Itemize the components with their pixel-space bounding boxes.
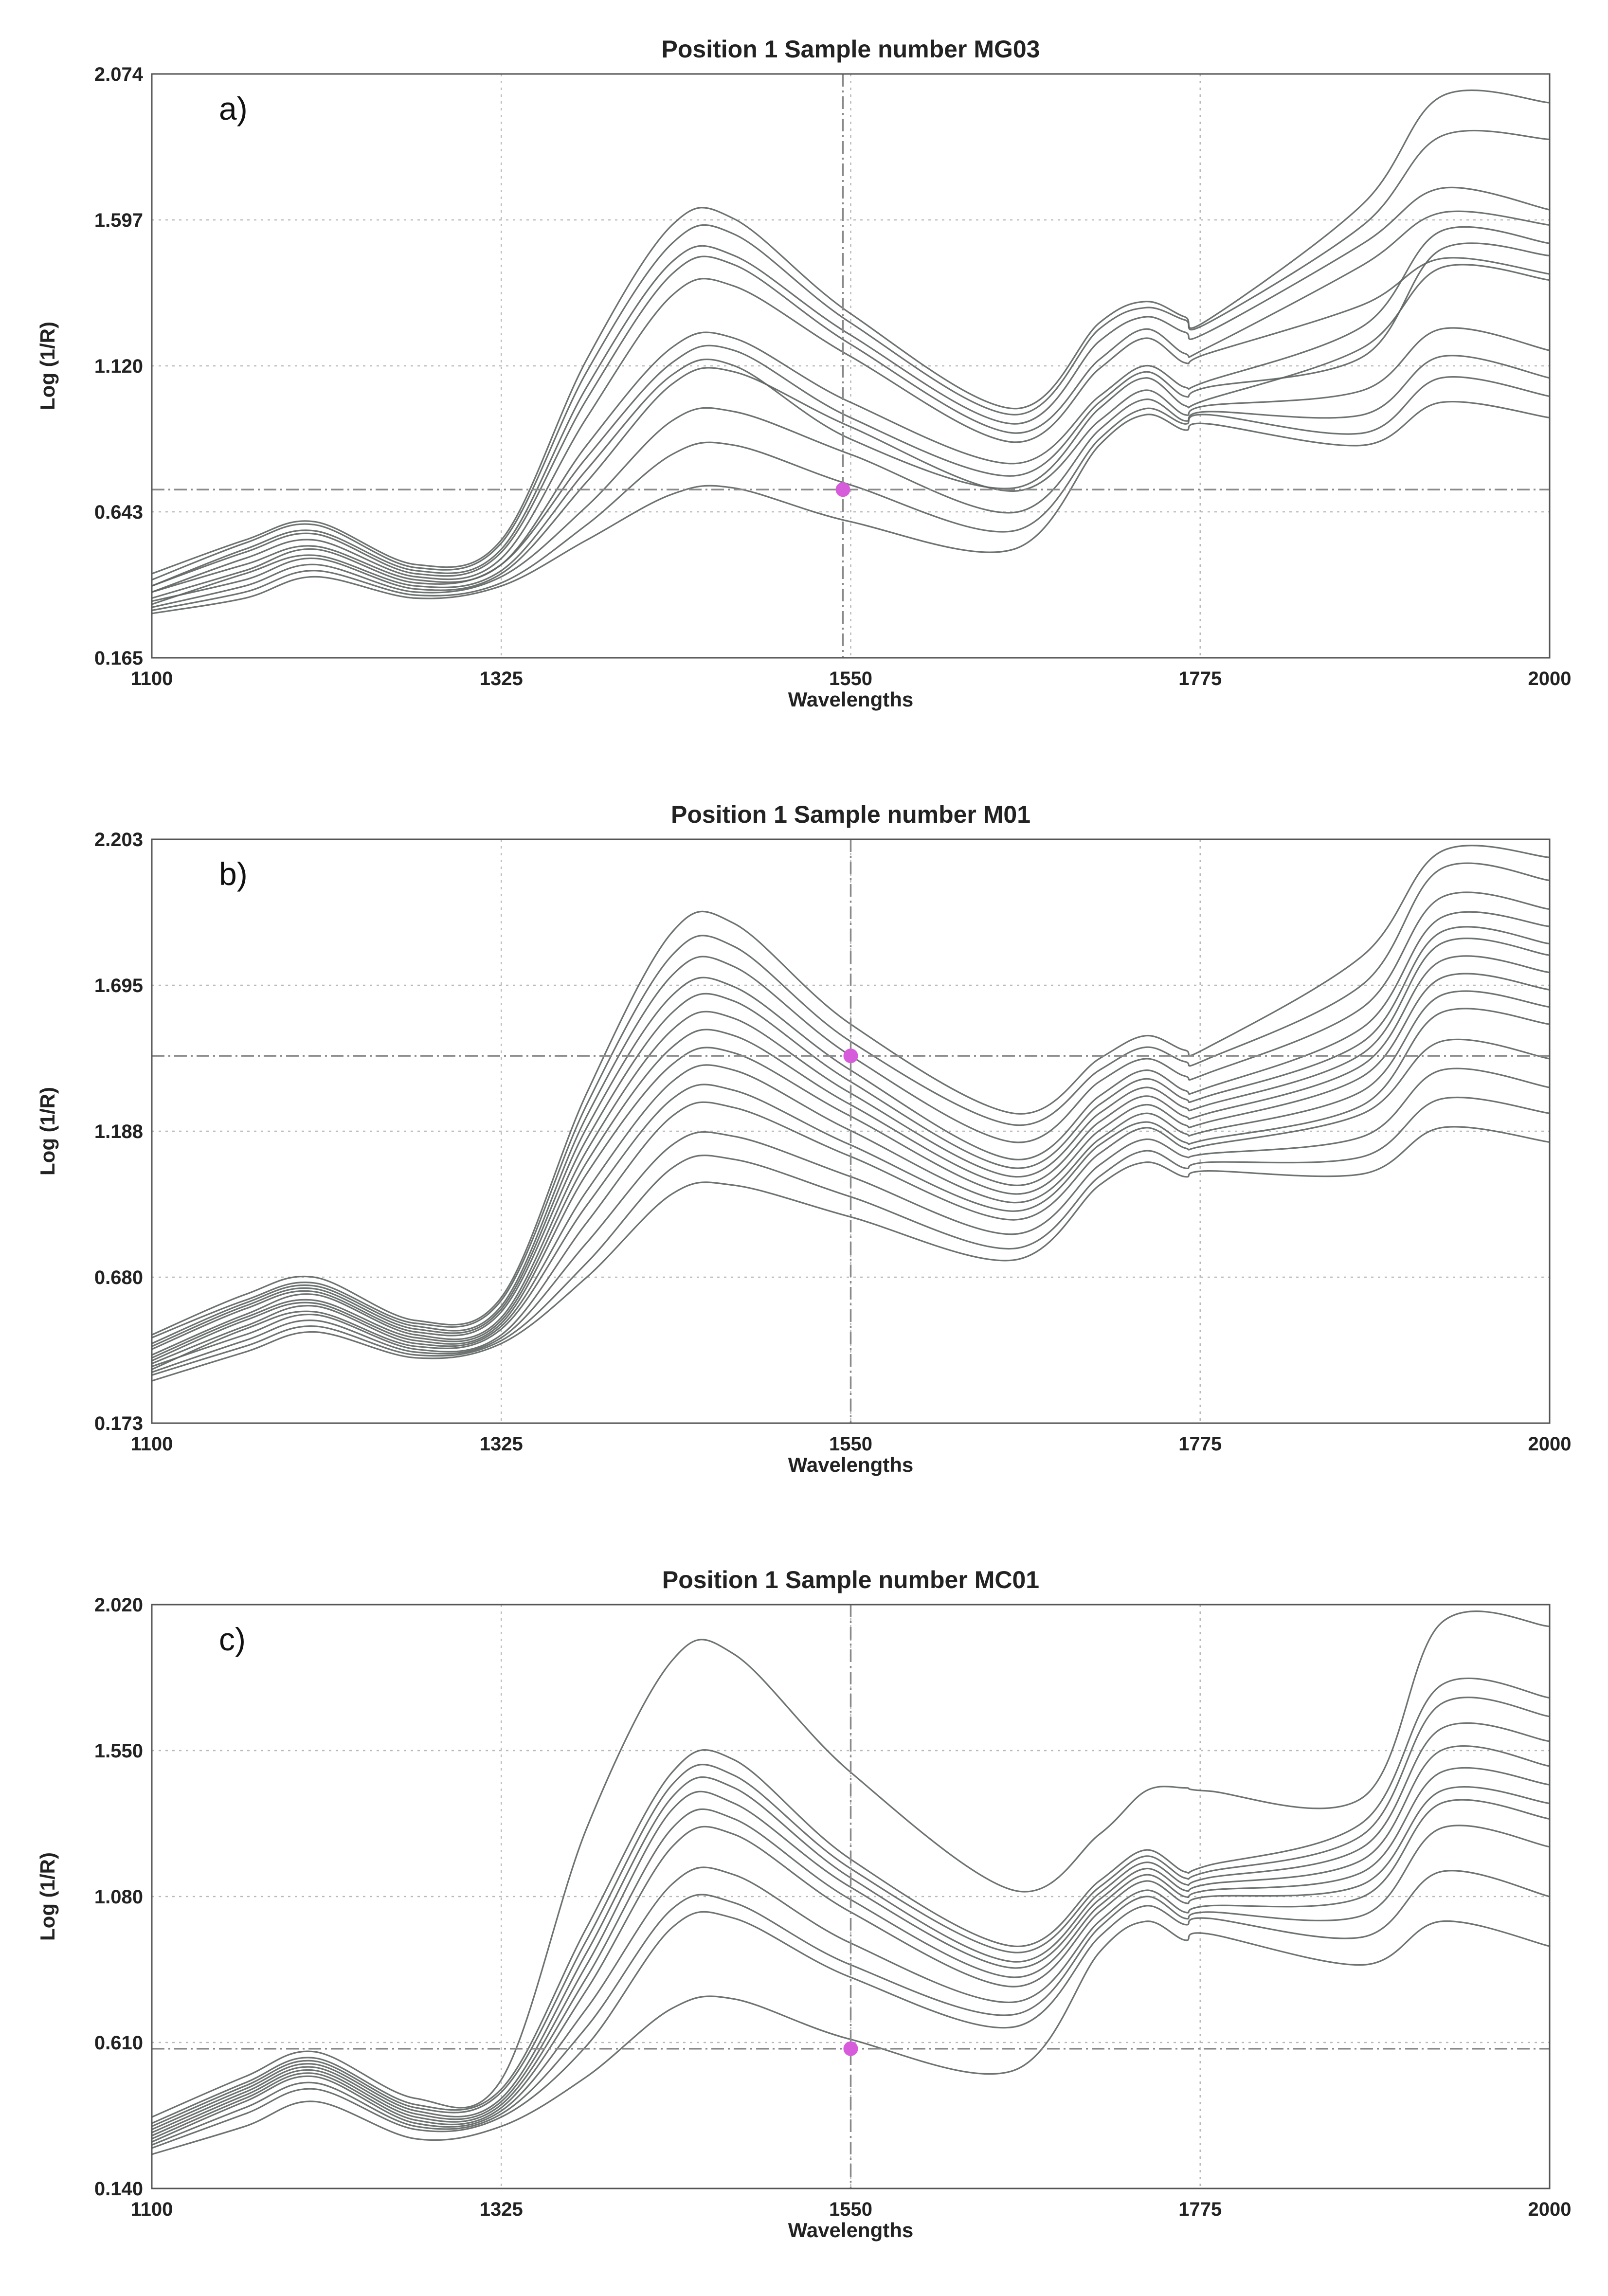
x-tick-label: 1550 bbox=[829, 668, 872, 689]
spectrum-line bbox=[151, 257, 1550, 593]
spectra-lines bbox=[151, 845, 1550, 1382]
spectrum-line bbox=[151, 891, 1550, 1344]
y-tick-label: 1.120 bbox=[94, 356, 143, 377]
spectrum-line bbox=[151, 955, 1550, 1359]
spectrum-line bbox=[151, 1767, 1550, 2136]
spectrum-line bbox=[151, 1920, 1550, 2155]
y-tick-label: 1.080 bbox=[94, 1886, 143, 1908]
panel-label: b) bbox=[219, 856, 248, 892]
y-tick-label: 1.597 bbox=[94, 210, 143, 231]
spectrum-line bbox=[151, 1038, 1550, 1368]
spectrum-line bbox=[151, 926, 1550, 1350]
spectrum-line bbox=[151, 89, 1550, 575]
y-tick-label: 2.203 bbox=[94, 829, 143, 850]
plot-frame bbox=[151, 1604, 1551, 2189]
spectrum-line bbox=[151, 186, 1550, 587]
spectrum-line bbox=[151, 129, 1550, 581]
y-tick-label: 1.695 bbox=[94, 975, 143, 996]
spectrum-line bbox=[151, 242, 1550, 599]
spectrum-line bbox=[151, 862, 1550, 1338]
x-tick-label: 1100 bbox=[131, 668, 173, 689]
y-tick-label: 0.643 bbox=[94, 502, 143, 523]
y-tick-label: 0.140 bbox=[94, 2178, 143, 2200]
spectrum-line bbox=[151, 990, 1550, 1365]
x-axis-label: Wavelengths bbox=[788, 688, 914, 711]
x-tick-label: 2000 bbox=[1528, 1433, 1572, 1455]
spectrum-line bbox=[151, 226, 1550, 593]
x-tick-label: 1775 bbox=[1178, 2199, 1222, 2220]
x-tick-label: 1325 bbox=[480, 2199, 523, 2220]
x-tick-label: 1100 bbox=[131, 1433, 173, 1455]
y-tick-label: 1.550 bbox=[94, 1740, 143, 1762]
spectrum-line bbox=[151, 264, 1550, 605]
plot-frame bbox=[151, 73, 1551, 659]
spectrum-line bbox=[151, 1097, 1550, 1376]
x-tick-label: 1550 bbox=[829, 1433, 872, 1455]
spectra-chart-a: Position 1 Sample number MG03 0.165 0.643 1… bbox=[36, 36, 1572, 711]
spectrum-line bbox=[151, 973, 1550, 1362]
spectrum-line bbox=[151, 1786, 1550, 2140]
chart-title: Position 1 Sample number M01 bbox=[671, 801, 1030, 828]
gridlines bbox=[152, 74, 1550, 658]
cursor-marker[interactable] bbox=[843, 2041, 858, 2056]
spectrum-line bbox=[151, 1745, 1550, 2133]
spectrum-line bbox=[151, 1677, 1550, 2124]
y-tick-label: 0.680 bbox=[94, 1267, 143, 1288]
x-tick-label: 1775 bbox=[1178, 668, 1222, 689]
spectrum-line bbox=[151, 400, 1550, 615]
y-tick-label: 2.074 bbox=[94, 64, 144, 85]
panel-label: a) bbox=[219, 90, 248, 127]
spectrum-line bbox=[151, 1126, 1550, 1382]
x-tick-label: 2000 bbox=[1528, 668, 1572, 689]
spectrum-line bbox=[151, 1870, 1550, 2149]
spectra-lines bbox=[151, 89, 1550, 615]
x-tick-label: 1775 bbox=[1178, 1433, 1222, 1455]
y-tick-label: 0.165 bbox=[94, 648, 143, 669]
spectrum-line bbox=[151, 845, 1550, 1336]
spectrum-line bbox=[151, 911, 1550, 1347]
spectrum-line bbox=[151, 1696, 1550, 2127]
spectrum-line bbox=[151, 376, 1550, 612]
x-tick-label: 1550 bbox=[829, 2199, 872, 2220]
spectrum-line bbox=[151, 327, 1550, 602]
spectrum-line bbox=[151, 1722, 1550, 2131]
x-tick-label: 1100 bbox=[131, 2199, 173, 2220]
panel-label: c) bbox=[219, 1621, 246, 1657]
y-axis-label: Log (1/R) bbox=[36, 1087, 59, 1175]
chart-title: Position 1 Sample number MG03 bbox=[662, 36, 1040, 63]
spectrum-line bbox=[151, 210, 1550, 587]
x-axis-label: Wavelengths bbox=[788, 2219, 914, 2242]
y-tick-label: 2.020 bbox=[94, 1594, 143, 1616]
x-tick-label: 1325 bbox=[480, 1433, 523, 1455]
cursor-marker[interactable] bbox=[835, 482, 850, 497]
cursor-marker[interactable] bbox=[843, 1049, 858, 1064]
y-tick-label: 0.610 bbox=[94, 2032, 143, 2054]
y-tick-label: 1.188 bbox=[94, 1121, 143, 1142]
spectrum-line bbox=[151, 1610, 1550, 2118]
spectrum-line bbox=[151, 938, 1550, 1356]
x-tick-label: 2000 bbox=[1528, 2199, 1572, 2220]
y-axis-label: Log (1/R) bbox=[36, 1852, 59, 1941]
spectrum-line bbox=[151, 1008, 1550, 1370]
y-tick-label: 0.173 bbox=[94, 1413, 143, 1434]
x-tick-label: 1325 bbox=[480, 668, 523, 689]
plot-frame bbox=[151, 838, 1551, 1424]
spectrum-line bbox=[151, 355, 1550, 608]
chart-title: Position 1 Sample number MC01 bbox=[662, 1566, 1039, 1593]
spectra-chart-b: Position 1 Sample number M01 0.173 0.680 1.… bbox=[36, 801, 1572, 1476]
x-axis-label: Wavelengths bbox=[788, 1453, 914, 1476]
spectra-chart-c: Position 1 Sample number MC01 0.140 0.610 1… bbox=[36, 1566, 1572, 2242]
y-axis-label: Log (1/R) bbox=[36, 322, 59, 410]
